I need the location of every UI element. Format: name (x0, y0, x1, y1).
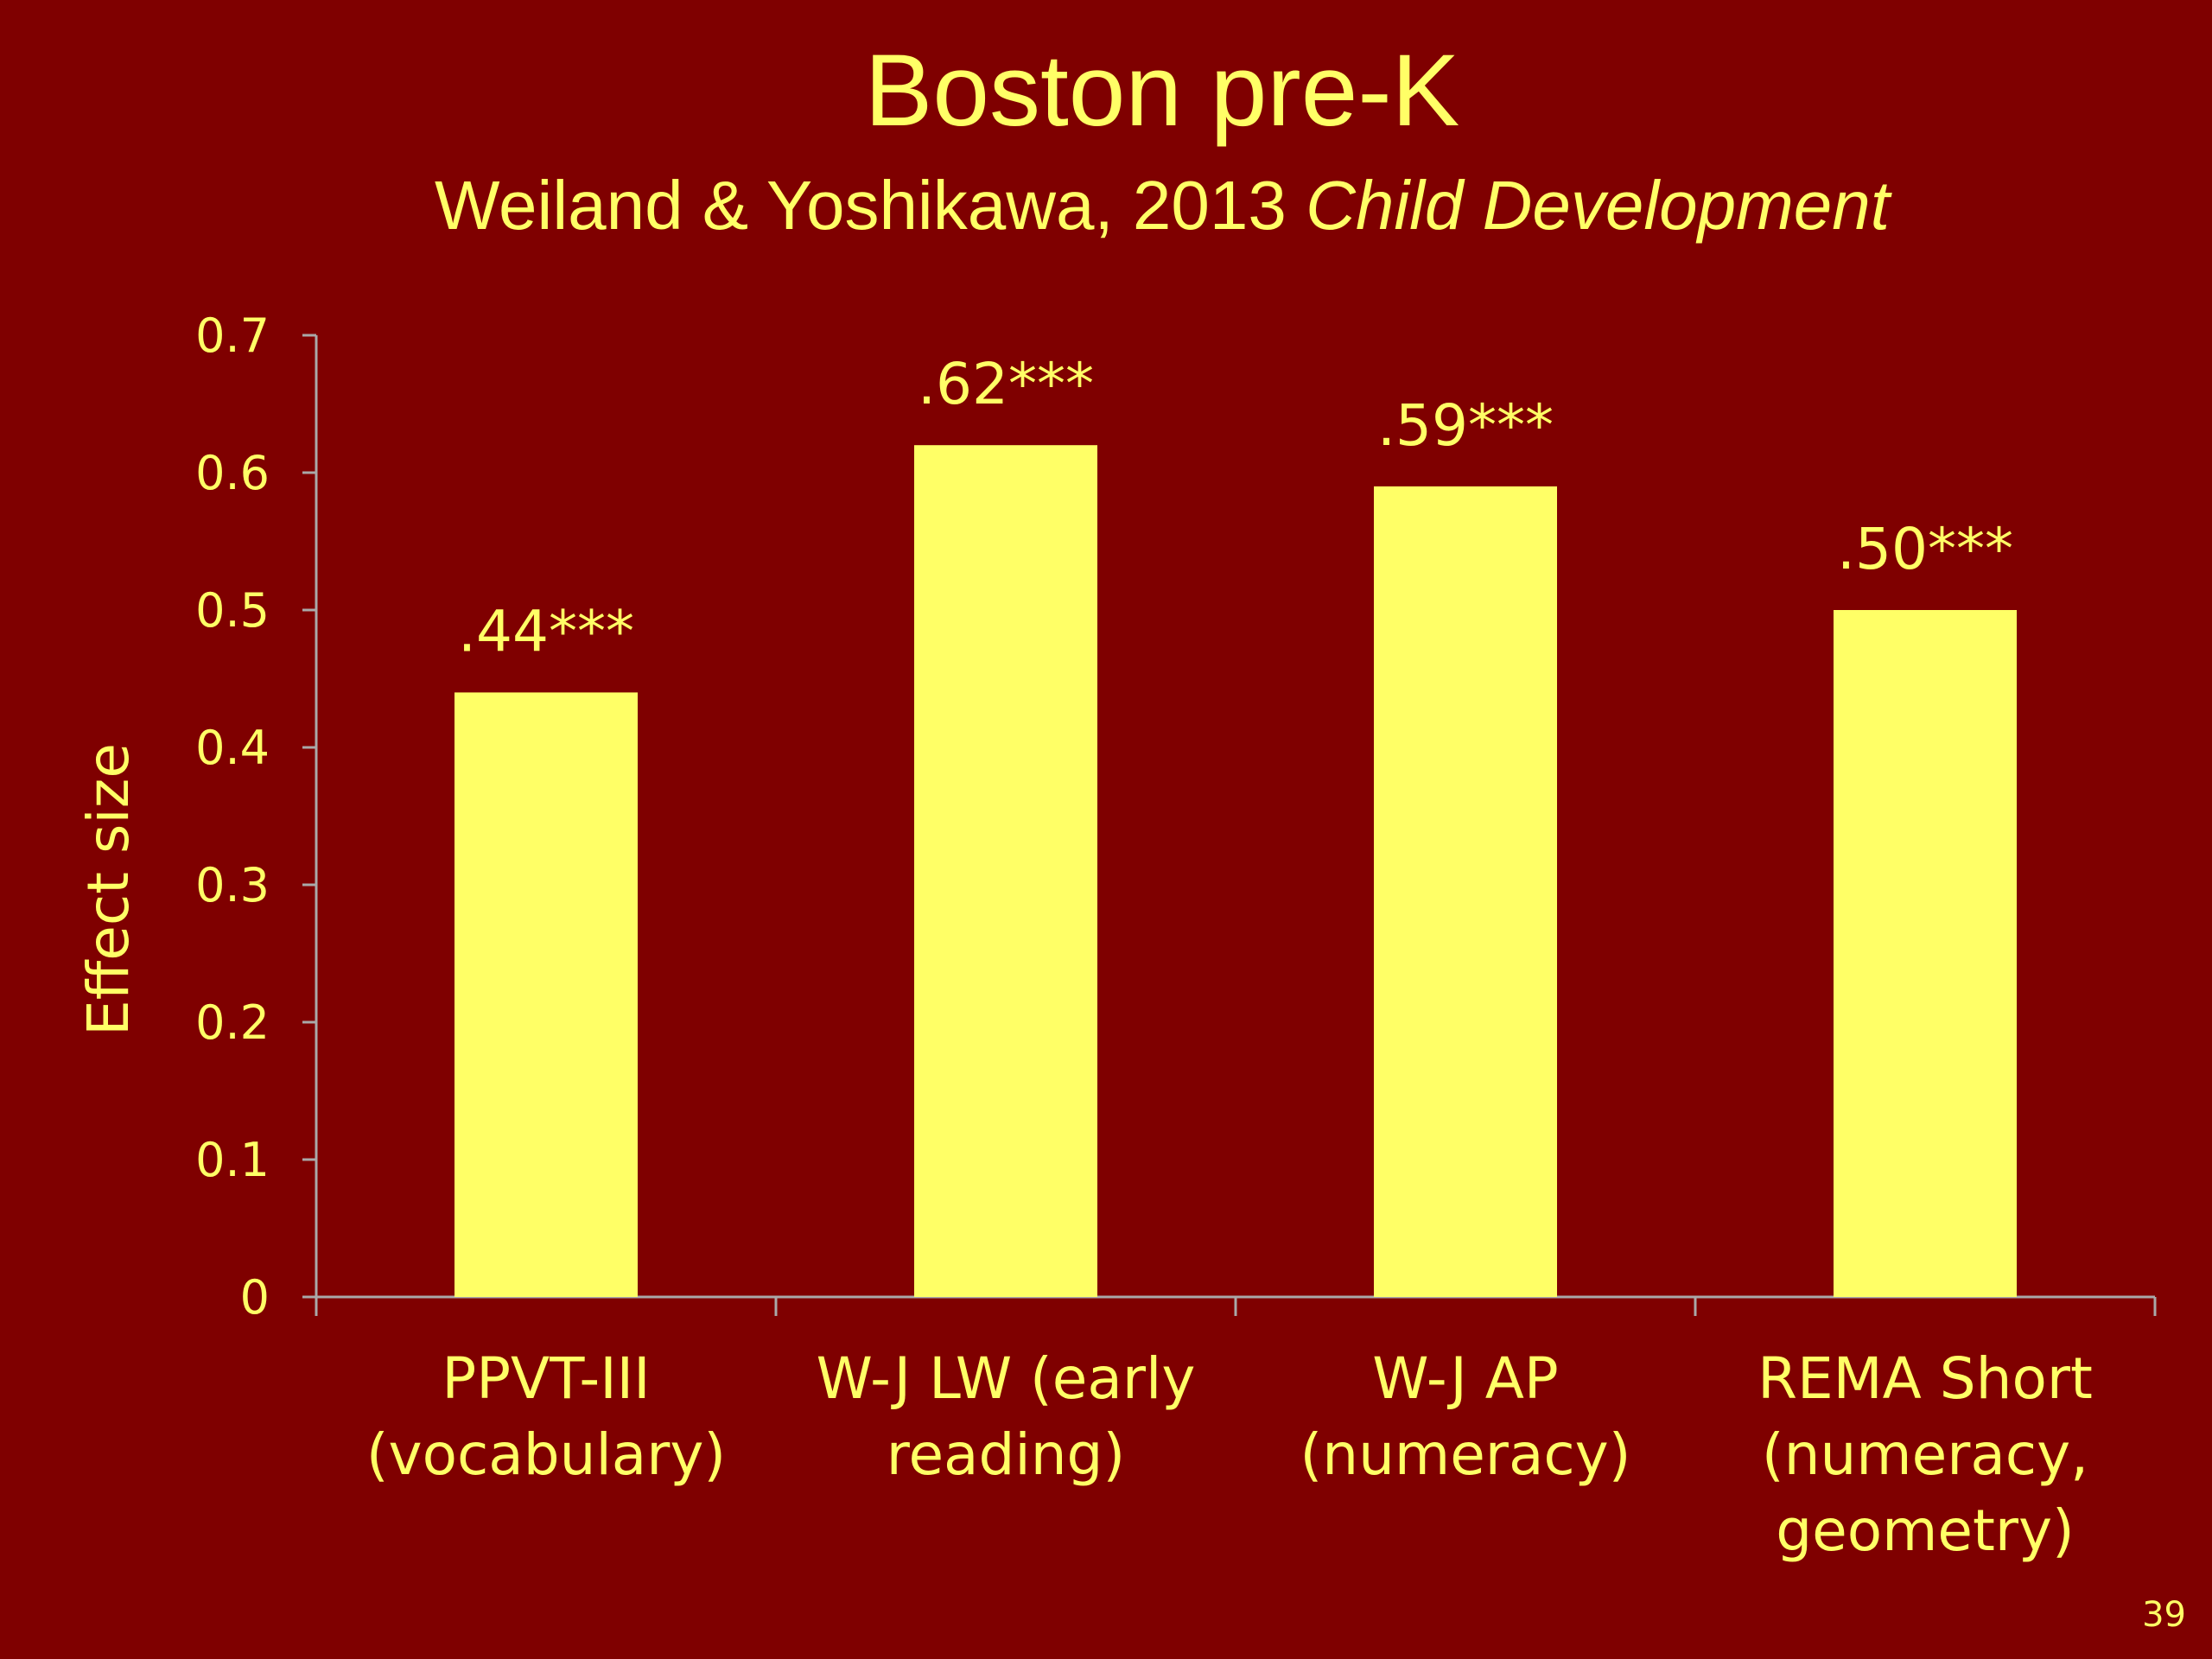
chart-bars (454, 445, 2017, 1297)
data-label: .44*** (458, 598, 634, 664)
y-tick-label: 0.6 (195, 446, 270, 500)
x-category-label: (numeracy, (1762, 1421, 2088, 1488)
x-category-label: W-J AP (1372, 1345, 1558, 1412)
data-label: .62*** (918, 351, 1094, 417)
chart-labels: 0 0.1 0.2 0.3 0.4 0.5 0.6 0.7 .44*** PPVT-III (voc… (75, 308, 2093, 1564)
subtitle-citation: Weiland & Yoshikawa, 2013 (434, 167, 1306, 244)
x-category-label: geometry) (1776, 1497, 2075, 1564)
x-category-label: REMA Short (1758, 1345, 2093, 1412)
x-category-label: reading) (887, 1421, 1125, 1488)
bar (1374, 486, 1557, 1297)
y-tick-label: 0.7 (195, 308, 270, 363)
x-category-label: PPVT-III (442, 1345, 650, 1412)
y-tick-label: 0 (240, 1270, 270, 1325)
y-tick-label: 0.2 (195, 995, 270, 1050)
y-tick-label: 0.5 (195, 583, 270, 638)
subtitle-journal: Child Development (1306, 167, 1891, 244)
bar (454, 692, 638, 1297)
y-tick-label: 0.3 (195, 858, 270, 912)
bar (914, 445, 1097, 1297)
x-category-label: W-J LW (early (817, 1345, 1196, 1412)
x-category-label: (numeracy) (1300, 1421, 1631, 1488)
slide-number: 39 (2142, 1595, 2186, 1635)
y-tick-label: 0.4 (195, 721, 270, 775)
x-category-label: (vocabulary) (366, 1421, 726, 1488)
data-label: .50*** (1837, 516, 2013, 582)
chart-title: Boston pre-K (864, 34, 1460, 148)
bar (1834, 610, 2017, 1297)
chart-subtitle: Weiland & Yoshikawa, 2013 Child Developm… (0, 162, 2212, 249)
y-axis-title: Effect size (75, 743, 142, 1036)
y-tick-label: 0.1 (195, 1133, 270, 1187)
data-label: .59*** (1377, 392, 1554, 459)
